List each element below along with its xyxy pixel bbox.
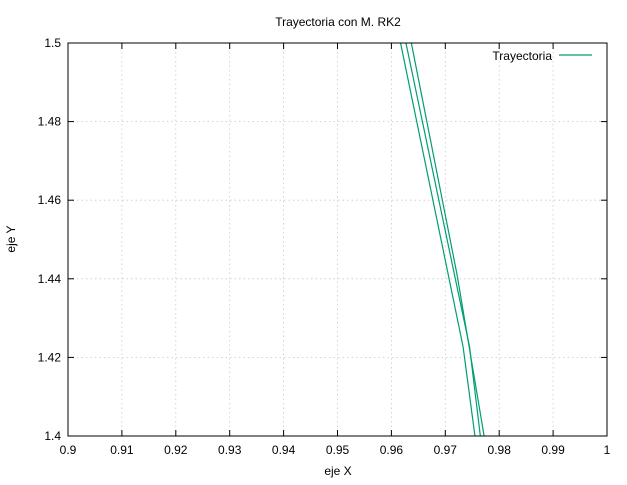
x-tick-label: 0.92 <box>164 443 188 457</box>
legend-label-trayectoria: Trayectoria <box>492 49 552 63</box>
x-tick-label: 0.95 <box>326 443 350 457</box>
series-line-trayectoria-2 <box>405 42 481 437</box>
x-tick-label: 0.99 <box>541 443 565 457</box>
x-tick-label: 0.94 <box>272 443 296 457</box>
grid-lines <box>68 43 607 436</box>
chart-title: Trayectoria con M. RK2 <box>275 15 401 29</box>
y-tick-labels: 1.4 1.42 1.44 1.46 1.48 1.5 <box>38 36 62 443</box>
x-tick-labels: 0.9 0.91 0.92 0.93 0.94 0.95 0.96 0.97 0.98 0.99 1 <box>60 443 611 457</box>
x-tick-label: 0.93 <box>218 443 242 457</box>
x-tick-label: 0.96 <box>380 443 404 457</box>
series-line-trayectoria-1 <box>399 42 476 437</box>
y-tick-label: 1.5 <box>44 36 61 50</box>
y-tick-label: 1.4 <box>44 429 61 443</box>
y-tick-label: 1.48 <box>38 115 62 129</box>
legend: Trayectoria <box>492 49 592 63</box>
series-line-trayectoria-3 <box>410 42 485 437</box>
x-tick-label: 0.9 <box>60 443 77 457</box>
axis-ticks <box>67 42 608 437</box>
y-tick-label: 1.46 <box>38 193 62 207</box>
series-lines <box>399 42 485 437</box>
x-tick-label: 0.98 <box>488 443 512 457</box>
y-axis-label: eje Y <box>4 225 18 252</box>
y-tick-label: 1.42 <box>38 350 62 364</box>
x-tick-label: 0.97 <box>434 443 458 457</box>
x-tick-label: 0.91 <box>110 443 134 457</box>
y-tick-label: 1.44 <box>38 272 62 286</box>
x-axis-label: eje X <box>324 464 351 478</box>
x-tick-label: 1 <box>604 443 611 457</box>
